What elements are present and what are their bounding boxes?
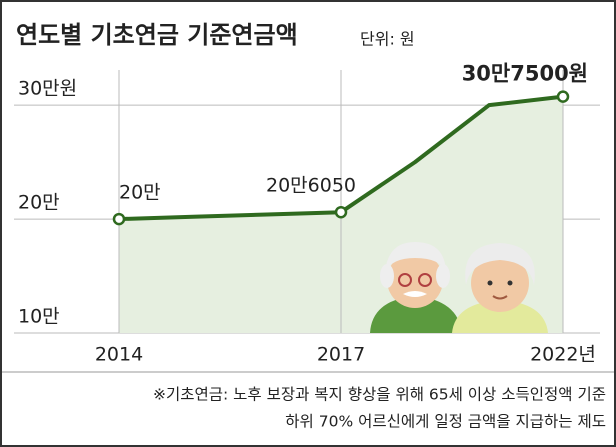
point xyxy=(334,205,348,219)
value-label: 30만7500원 xyxy=(462,62,588,86)
value-label: 20만6050 xyxy=(266,175,356,197)
value-label: 20만 xyxy=(119,182,161,204)
y-tick-label: 20만 xyxy=(18,192,60,214)
point xyxy=(556,90,570,103)
illustration xyxy=(370,242,548,333)
point xyxy=(112,212,126,226)
chart-title: 연도별 기초연금 기준연금액 xyxy=(16,21,298,49)
y-tick-label: 30만원 xyxy=(18,78,77,100)
x-tick-label: 2017 xyxy=(317,344,365,366)
y-tick-label: 10만 xyxy=(18,306,60,328)
footnote: ※기초연금: 노후 보장과 복지 향상을 위해 65세 이상 소득인정액 기준 xyxy=(153,386,606,404)
x-tick-label: 2022년 xyxy=(530,344,596,366)
x-tick-label: 2014 xyxy=(95,344,143,366)
unit-label: 단위: 원 xyxy=(360,30,415,49)
footnote: 하위 70% 어르신에게 일정 금액을 지급하는 제도 xyxy=(285,413,606,431)
